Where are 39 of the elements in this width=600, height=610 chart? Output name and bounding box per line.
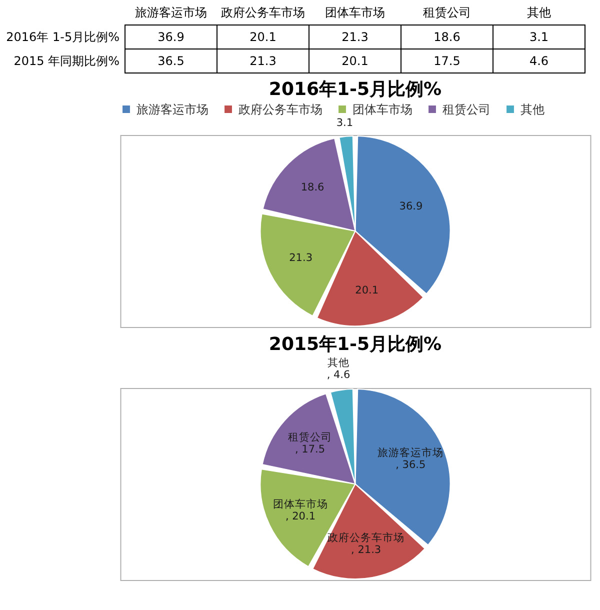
data-label: 36.5 [158, 54, 184, 68]
data-label: 21.3 [289, 252, 313, 264]
data-label: , 17.5 [294, 443, 326, 456]
data-label: , 20.1 [285, 510, 316, 522]
x-tick-label: 团体车市场 [325, 6, 385, 20]
legend-label: 租赁公司 [442, 102, 490, 116]
x-tick-label: 其他 [527, 6, 551, 20]
data-label: , 4.6 [326, 368, 351, 381]
slice-label: 租赁公司 [288, 430, 332, 444]
data-label: 4.6 [529, 54, 549, 68]
x-tick-label: 租赁公司 [423, 6, 471, 20]
data-label: , 36.5 [396, 458, 426, 471]
data-label: 21.3 [342, 30, 368, 44]
x-tick-label: 政府公务车市场 [221, 6, 305, 20]
data-label: 3.1 [529, 30, 549, 44]
data-label: 17.5 [434, 54, 460, 68]
data-label: , 21.3 [351, 544, 382, 556]
y-tick-label: 2015 年同期比例% [14, 54, 120, 68]
chart-title: 2015年1-5月比例% [268, 334, 442, 355]
legend-label: 团体车市场 [352, 102, 412, 116]
legend-label: 旅游客运市场 [136, 102, 208, 116]
chart-title: 2016年1-5月比例% [268, 79, 442, 100]
data-label: 18.6 [300, 182, 325, 194]
x-tick-label: 旅游客运市场 [135, 6, 207, 20]
slice-label: 旅游客运市场 [378, 446, 444, 459]
legend-label: 其他 [520, 102, 544, 116]
data-label: 20.1 [342, 54, 368, 68]
data-label: 20.1 [355, 284, 379, 297]
data-label: 21.3 [250, 54, 276, 68]
slice-label: 政府公务车市场 [328, 530, 405, 544]
slice-label: 其他 [328, 356, 350, 369]
data-label: 36.9 [399, 200, 423, 213]
data-label: 18.6 [434, 30, 460, 44]
data-label: 20.1 [250, 30, 276, 44]
data-label: 36.9 [158, 30, 184, 44]
legend-label: 政府公务车市场 [238, 102, 322, 116]
slice-label: 团体车市场 [272, 497, 328, 510]
data-label: 3.1 [336, 117, 354, 130]
y-tick-label: 2016年 1-5月比例% [6, 30, 120, 44]
